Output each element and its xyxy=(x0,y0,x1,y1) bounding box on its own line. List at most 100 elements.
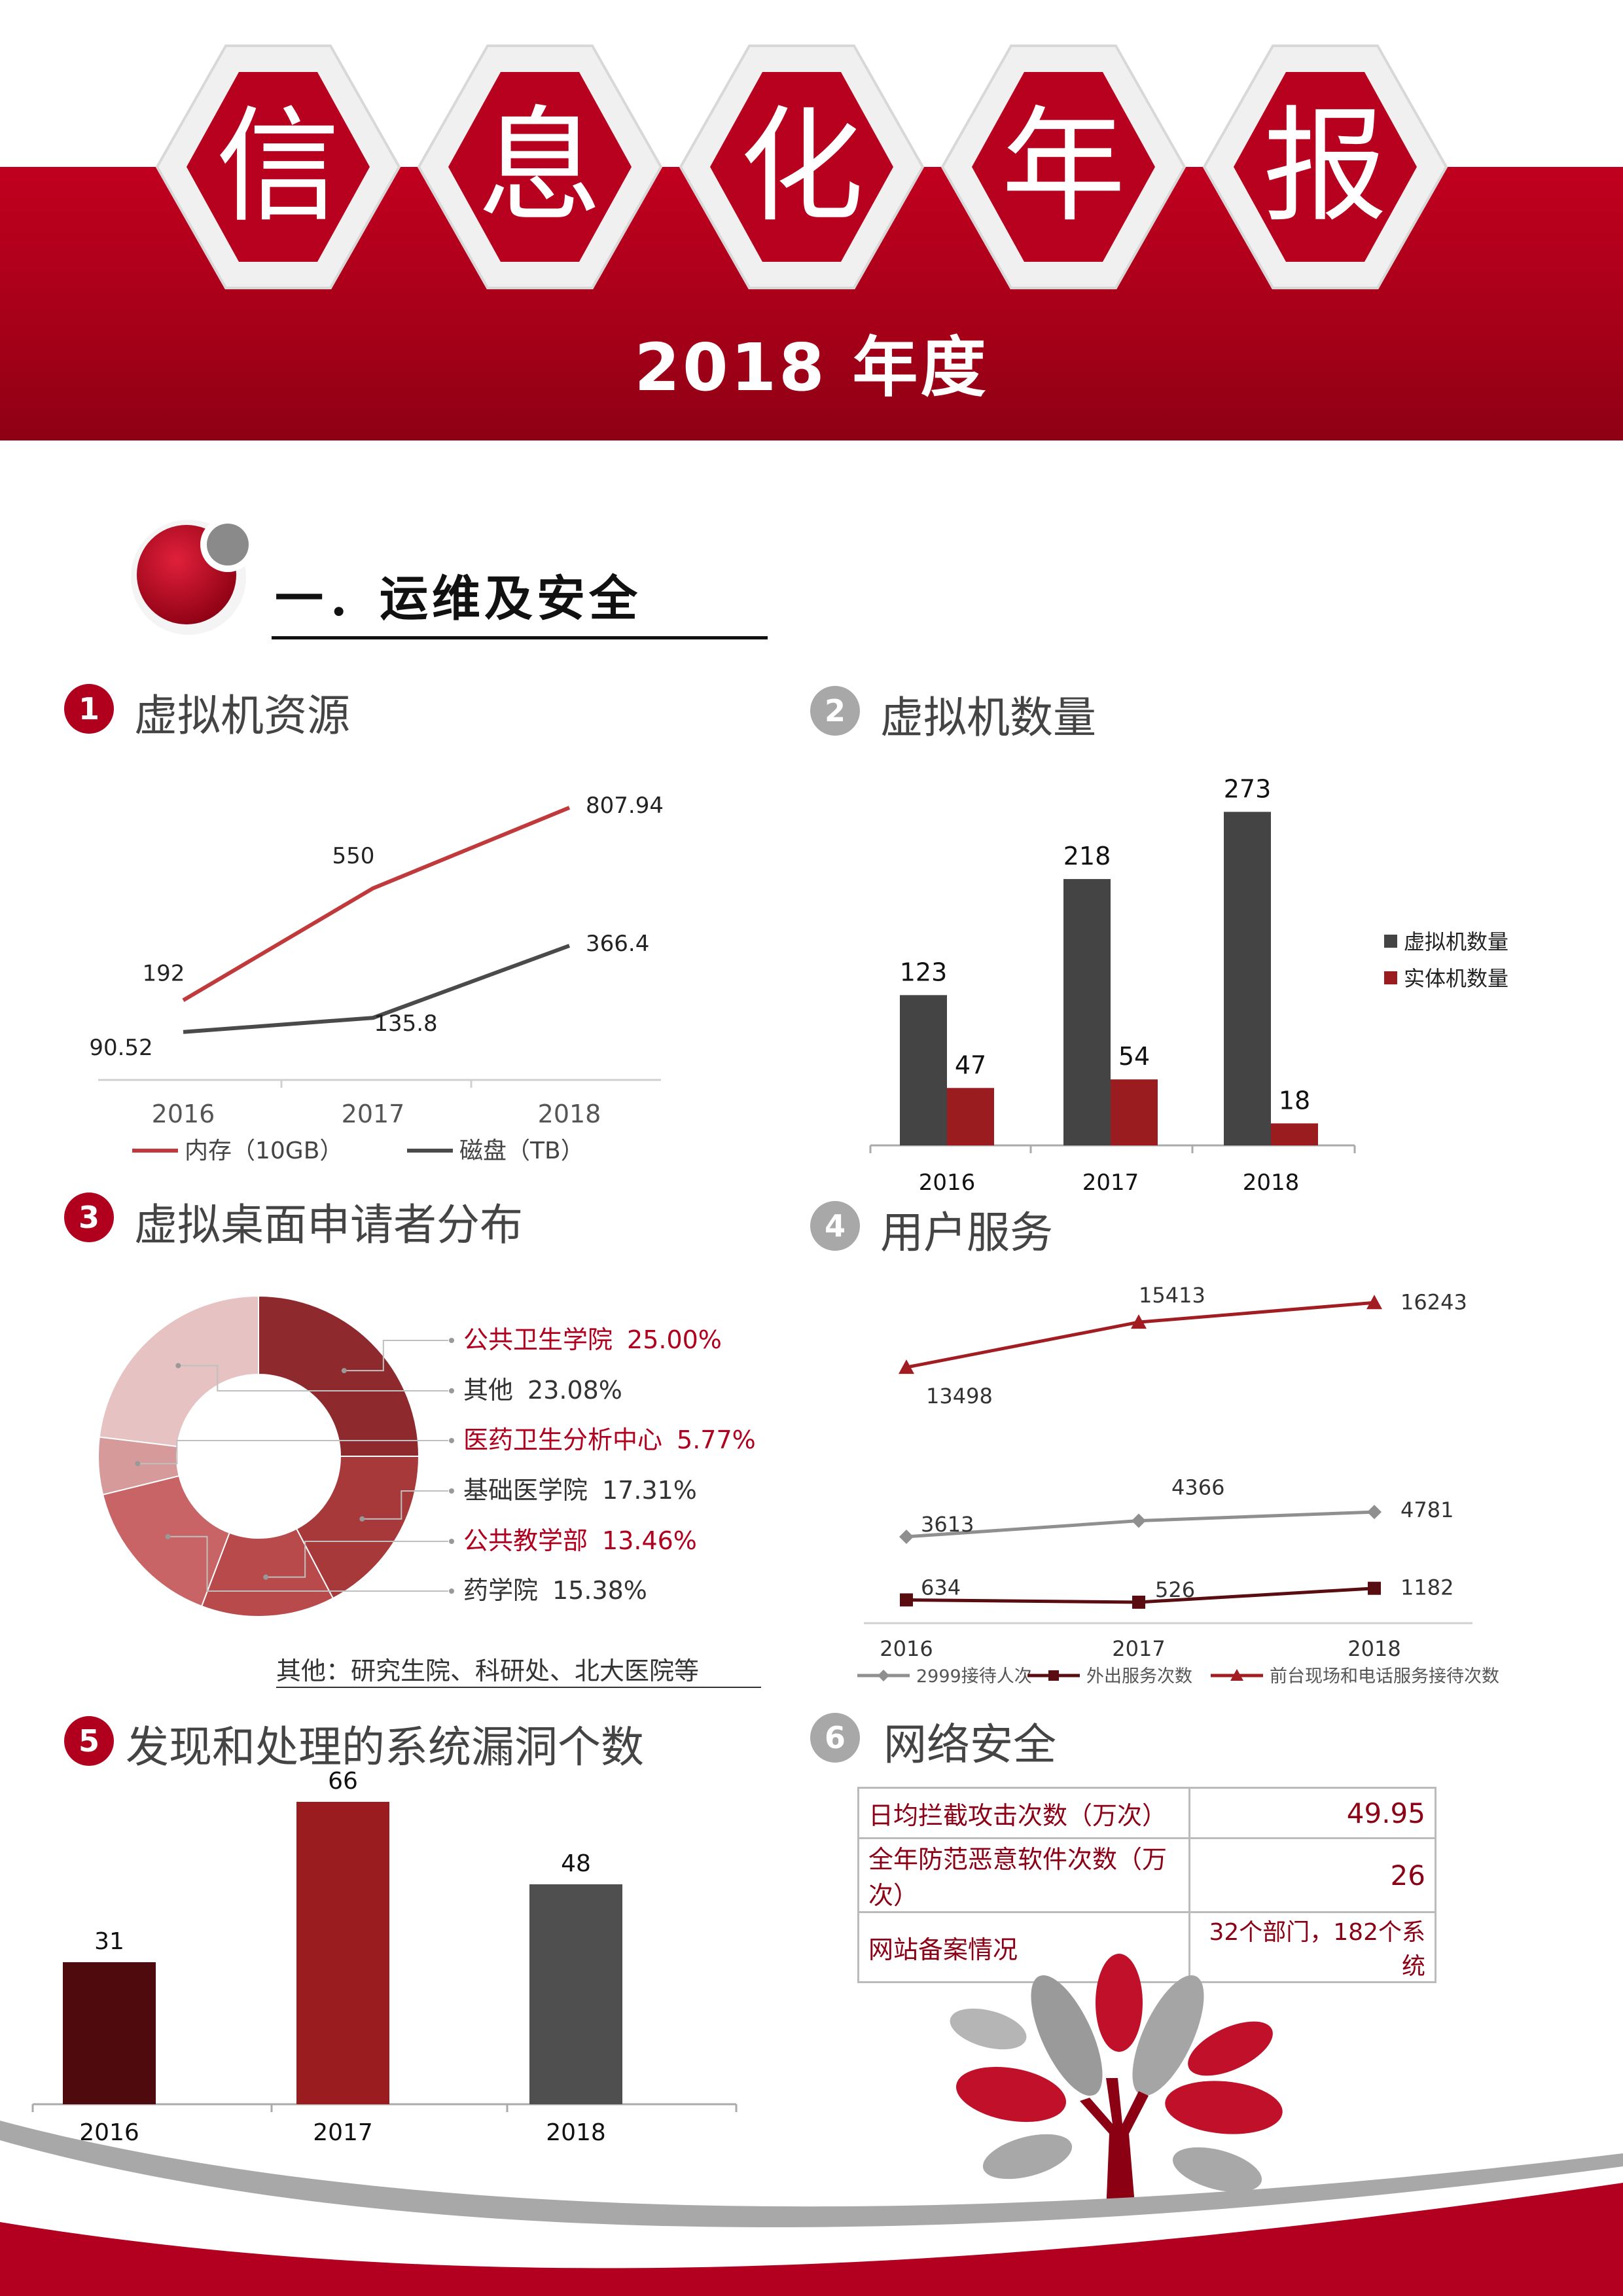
bar xyxy=(63,1962,156,2104)
title-hexagon: 报 xyxy=(1194,36,1456,298)
data-point xyxy=(900,1593,913,1607)
x-tick-label: 2017 xyxy=(313,2119,373,2146)
data-label: 4781 xyxy=(1400,1498,1454,1522)
title-hexagon: 息 xyxy=(409,36,671,298)
leader-line xyxy=(344,1340,448,1372)
data-point xyxy=(1132,1595,1145,1609)
panel-4-badge: 4 xyxy=(810,1201,860,1251)
legend-marker xyxy=(1230,1669,1243,1681)
legend-label: 虚拟机数量 xyxy=(1404,929,1508,954)
slice-label: 其他 23.08% xyxy=(463,1376,622,1405)
x-tick-label: 2018 xyxy=(538,1100,601,1128)
bar xyxy=(296,1802,389,2104)
data-label: 15413 xyxy=(1139,1283,1205,1308)
data-label: 48 xyxy=(561,1850,591,1877)
legend-label: 内存（10GB） xyxy=(185,1138,343,1164)
vm-resources-line-chart: 192 550 807.94 90.52 135.8 366.4 2016 2017 2018 内… xyxy=(89,793,664,1164)
x-tick-label: 2017 xyxy=(1112,1636,1165,1661)
data-label: 18 xyxy=(1279,1086,1310,1115)
x-tick-label: 2018 xyxy=(1243,1170,1300,1196)
data-label: 192 xyxy=(143,960,185,986)
x-tick-label: 2016 xyxy=(79,2119,139,2146)
panel-5-badge: 5 xyxy=(64,1716,114,1766)
data-point xyxy=(1368,1581,1381,1595)
panel-6-title: 网络安全 xyxy=(883,1719,1056,1770)
legend-label: 磁盘（TB） xyxy=(459,1138,584,1164)
slice-label: 医药卫生分析中心 5.77% xyxy=(463,1426,756,1454)
series-line xyxy=(906,1300,1375,1369)
data-label: 634 xyxy=(921,1575,961,1600)
table-cell-label: 网站备案情况 xyxy=(857,1911,1190,1983)
table-cell-label: 全年防范恶意软件次数（万次） xyxy=(857,1837,1190,1913)
data-point xyxy=(1131,1314,1147,1329)
bar xyxy=(1063,879,1111,1145)
panel-5-title: 发现和处理的系统漏洞个数 xyxy=(126,1722,644,1772)
table-row: 日均拦截攻击次数（万次） 49.95 xyxy=(857,1787,1436,1839)
title-char: 年 xyxy=(1001,94,1126,239)
table-cell-value: 32个部门，182个系统 xyxy=(1188,1911,1436,1983)
slice-label: 公共卫生学院 25.00% xyxy=(463,1325,722,1354)
data-point xyxy=(899,1529,914,1544)
series-line xyxy=(182,806,571,1002)
slice-label: 药学院 15.38% xyxy=(463,1576,647,1605)
legend-label: 2999接待人次 xyxy=(916,1666,1032,1687)
user-service-line-chart: 13498 15413 16243 3613 4366 4781 634 526 1182 201… xyxy=(857,1283,1499,1687)
data-label: 16243 xyxy=(1400,1289,1467,1314)
section-underline xyxy=(272,636,768,639)
slice-label: 公共教学部 13.46% xyxy=(463,1526,697,1555)
x-tick-label: 2017 xyxy=(1082,1170,1139,1196)
leader-dot xyxy=(341,1368,347,1374)
footer-wave xyxy=(0,2121,1623,2296)
panel-3-badge: 3 xyxy=(64,1193,114,1242)
panel-3-title: 虚拟桌面申请者分布 xyxy=(134,1200,523,1250)
slice-label: 基础医学院 17.31% xyxy=(463,1476,697,1505)
panel-2-title: 虚拟机数量 xyxy=(880,692,1096,743)
leader-dot xyxy=(263,1574,269,1580)
leader-dot xyxy=(165,1534,171,1539)
x-tick-label: 2016 xyxy=(152,1100,215,1128)
bar xyxy=(1111,1079,1158,1145)
data-label: 47 xyxy=(955,1050,986,1079)
network-security-table: 日均拦截攻击次数（万次） 49.95 全年防范恶意软件次数（万次） 26 网站备… xyxy=(857,1787,1436,1983)
panel-4-title: 用户服务 xyxy=(880,1208,1053,1258)
tree-illustration xyxy=(950,1954,1283,2212)
data-label: 123 xyxy=(900,958,948,986)
legend-label: 外出服务次数 xyxy=(1086,1666,1192,1687)
title-char: 化 xyxy=(739,94,864,239)
x-tick-label: 2016 xyxy=(919,1170,976,1196)
data-point xyxy=(1367,1505,1382,1520)
legend-label: 前台现场和电话服务接待次数 xyxy=(1270,1666,1499,1687)
title-hexagon: 化 xyxy=(671,36,933,298)
data-point xyxy=(899,1359,914,1374)
data-label: 273 xyxy=(1224,774,1272,803)
leader-dot xyxy=(449,1488,454,1494)
leader-line xyxy=(266,1541,448,1578)
distribution-note: 其他：研究生院、科研处、北大医院等 xyxy=(276,1657,699,1685)
donut-slice xyxy=(295,1456,420,1600)
data-label: 1182 xyxy=(1400,1575,1454,1600)
bar xyxy=(947,1088,994,1145)
x-tick-label: 2017 xyxy=(342,1100,405,1128)
donut-slice xyxy=(98,1295,259,1448)
desktop-applicants-donut-chart: 公共卫生学院 25.00% 其他 23.08% 医药卫生分析中心 5.77% 基础医学院 17… xyxy=(98,1295,761,1688)
table-cell-label: 日均拦截攻击次数（万次） xyxy=(857,1787,1190,1839)
data-point xyxy=(1132,1513,1146,1528)
data-label: 31 xyxy=(94,1928,124,1955)
data-label: 526 xyxy=(1155,1577,1195,1602)
legend-marker xyxy=(878,1670,889,1681)
leader-line xyxy=(178,1365,448,1391)
bar xyxy=(529,1884,622,2104)
data-label: 54 xyxy=(1118,1042,1150,1071)
leader-dot xyxy=(359,1516,365,1522)
table-row: 网站备案情况 32个部门，182个系统 xyxy=(857,1911,1436,1983)
bar xyxy=(1271,1123,1318,1145)
leader-dot xyxy=(449,1438,454,1443)
data-label: 13498 xyxy=(926,1384,993,1408)
panel-2-badge: 2 xyxy=(810,686,860,736)
title-char: 信 xyxy=(215,94,340,239)
legend-swatch xyxy=(1384,935,1397,948)
series-line xyxy=(183,944,571,1034)
panel-6-badge: 6 xyxy=(810,1713,860,1763)
donut-slice xyxy=(258,1295,420,1457)
